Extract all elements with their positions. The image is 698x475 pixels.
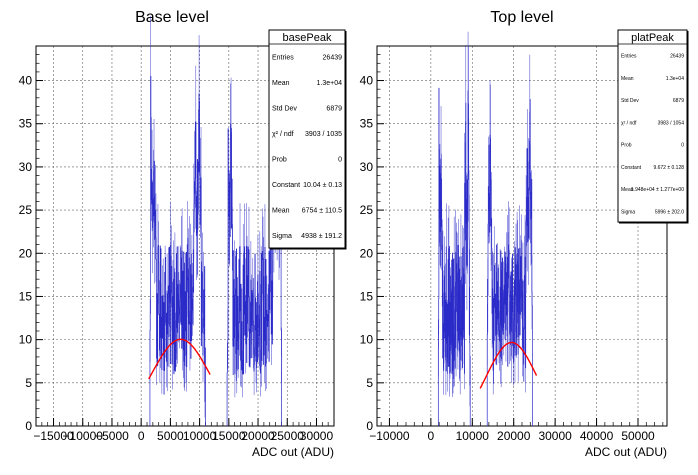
chart-title: Base level (135, 9, 209, 26)
y-tick-label: 20 (19, 246, 33, 260)
y-tick-label: 15 (360, 289, 374, 303)
stats-row-label: Constant (272, 182, 300, 189)
x-tick-label: 30000 (538, 429, 572, 443)
y-tick-label: 0 (25, 419, 32, 433)
histogram-series (149, 15, 283, 427)
stats-row-value: 10.04 ± 0.13 (303, 182, 342, 189)
stats-box: platPeak Entries 26439 Mean 1.3e+04 Std Dev 68… (617, 29, 689, 224)
y-tick-label: 35 (360, 117, 374, 131)
x-tick-label: 0 (138, 429, 145, 443)
stats-row-value: 26439 (323, 54, 343, 61)
stats-row-value: 1.948e+04 ± 1.277e+00 (631, 187, 684, 193)
x-tick-label: 40000 (580, 429, 614, 443)
y-tick-label: 5 (25, 376, 32, 390)
y-tick-label: 20 (360, 246, 374, 260)
y-tick-label: 10 (19, 333, 33, 347)
stats-box-frame (617, 29, 688, 223)
y-tick-label: 10 (360, 333, 374, 347)
x-tick-label: 10000 (183, 429, 217, 443)
chart-title: Top level (490, 9, 553, 26)
histogram-series (437, 31, 533, 426)
stats-box-name: basePeak (283, 32, 332, 44)
stats-row-value: 9.672 ± 0.128 (653, 165, 684, 171)
x-tick-label: −15000 (33, 429, 74, 443)
stats-row-label: Prob (621, 143, 632, 149)
x-axis-label: ADC out (ADU) (585, 445, 667, 459)
stats-box-shadow (270, 248, 346, 250)
y-tick-label: 40 (19, 74, 33, 88)
stats-box-shadow (687, 31, 689, 224)
stats-row-label: Sigma (621, 209, 635, 215)
stats-row-label: Entries (272, 54, 294, 61)
y-tick-label: 30 (360, 160, 374, 174)
y-tick-label: 25 (19, 203, 33, 217)
stats-row-value: 0 (681, 143, 684, 149)
x-tick-label: 50000 (621, 429, 655, 443)
stats-row-value: 1.3e+04 (317, 80, 343, 87)
stats-row-label: χ² / ndf (272, 131, 294, 138)
stats-row-value: 4938 ± 191.2 (301, 233, 342, 240)
stats-row-value: 3983 / 1054 (658, 120, 685, 126)
x-axis-label: ADC out (ADU) (252, 445, 334, 459)
stats-row-label: Std Dev (621, 98, 639, 104)
stats-row-value: 3903 / 1035 (305, 131, 342, 138)
x-tick-label: 20000 (241, 429, 275, 443)
stats-row-value: 5996 ± 202.0 (655, 209, 684, 215)
stats-box: basePeak Entries 26439 Mean 1.3e+04 Std Dev 68… (268, 29, 347, 250)
y-tick-label: 25 (360, 203, 374, 217)
y-tick-label: 5 (366, 376, 373, 390)
stats-row-label: Constant (621, 165, 642, 171)
y-tick-label: 40 (360, 74, 374, 88)
stats-box-shadow (345, 31, 347, 250)
x-tick-label: −10000 (63, 429, 104, 443)
stats-row-label: Mean (272, 207, 290, 214)
x-tick-label: 10000 (456, 429, 490, 443)
y-tick-label: 30 (19, 160, 33, 174)
gaussian-fit-curve (479, 341, 538, 389)
y-tick-label: 0 (366, 419, 373, 433)
x-tick-label: −5000 (95, 429, 129, 443)
x-tick-label: 25000 (271, 429, 305, 443)
stats-row-label: χ² / ndf (621, 120, 637, 126)
stats-row-value: 6754 ± 110.5 (302, 207, 342, 214)
gaussian-fit-curve (148, 338, 211, 380)
histogram-error-bars-1 (438, 31, 471, 407)
histogram-error-bars-2 (487, 54, 533, 395)
stats-row-label: Mean (621, 187, 634, 193)
stats-row-value: 1.3e+04 (666, 76, 684, 82)
y-tick-label: 15 (19, 289, 33, 303)
x-tick-label: 5000 (157, 429, 184, 443)
chart-panel-1: Base level 0 5 10 15 20 25 30 35 40 −15000−10000−5… (19, 9, 347, 459)
y-tick-label: 35 (19, 117, 33, 131)
stats-row-value: 6879 (326, 105, 342, 112)
histogram-error-bars-1 (149, 15, 206, 418)
x-tick-label: 20000 (497, 429, 531, 443)
stats-box-shadow (619, 222, 688, 224)
x-tick-label: 30000 (300, 429, 334, 443)
stats-row-value: 26439 (670, 54, 684, 60)
x-tick-label: 0 (428, 429, 435, 443)
stats-box-frame (268, 29, 346, 249)
stats-row-value: 6879 (673, 98, 684, 104)
stats-row-value: 0 (338, 156, 342, 163)
stats-box-name: platPeak (631, 32, 674, 44)
stats-row-label: Entries (621, 54, 637, 60)
stats-row-label: Std Dev (272, 105, 297, 112)
stats-row-label: Prob (272, 156, 287, 163)
stats-row-label: Sigma (272, 233, 292, 240)
stats-row-label: Mean (621, 76, 634, 82)
stats-row-label: Mean (272, 80, 290, 87)
x-tick-label: 15000 (212, 429, 246, 443)
x-tick-label: −10000 (369, 429, 410, 443)
